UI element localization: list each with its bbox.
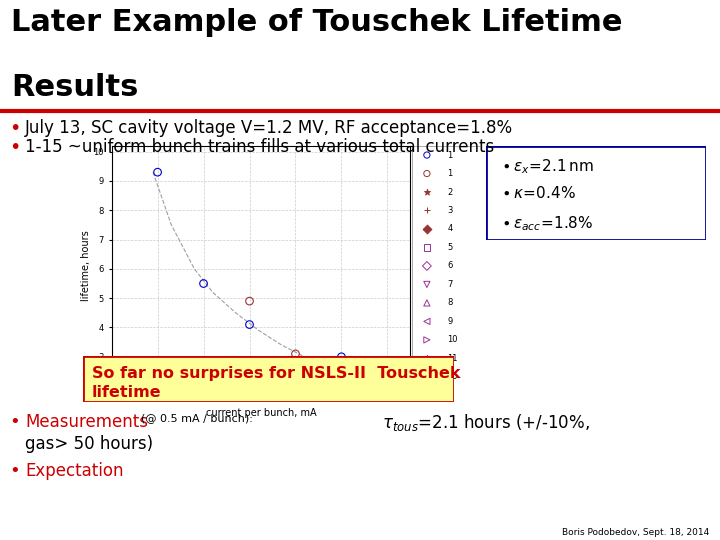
- Point: [421, 299, 433, 307]
- Text: gas> 50 hours): gas> 50 hours): [25, 435, 153, 453]
- Point: [421, 169, 433, 178]
- Text: •: •: [9, 138, 21, 157]
- Point: [345, 382, 356, 390]
- Point: [312, 367, 324, 376]
- Text: $\bullet\,\varepsilon_{acc}\!=\!1.8\%$: $\bullet\,\varepsilon_{acc}\!=\!1.8\%$: [501, 214, 594, 233]
- Point: [421, 354, 433, 363]
- Point: [421, 317, 433, 326]
- Point: [359, 383, 370, 392]
- Text: Measurements: Measurements: [25, 413, 148, 431]
- Point: [289, 349, 301, 358]
- Text: $\bullet\,\kappa\!=\!0.4\%$: $\bullet\,\kappa\!=\!0.4\%$: [501, 186, 576, 201]
- Text: July 13, SC cavity voltage V=1.2 MV, RF acceptance=1.8%: July 13, SC cavity voltage V=1.2 MV, RF …: [25, 119, 513, 137]
- Y-axis label: lifetime, hours: lifetime, hours: [81, 231, 91, 301]
- Text: Results: Results: [11, 73, 138, 102]
- Text: •: •: [9, 413, 20, 431]
- Point: [336, 377, 347, 386]
- Point: [244, 297, 256, 306]
- Text: (@ 0.5 mA / bunch):: (@ 0.5 mA / bunch):: [141, 413, 253, 423]
- Text: Expectation: Expectation: [25, 462, 124, 480]
- Text: So far no surprises for NSLS-II  Touschek: So far no surprises for NSLS-II Touschek: [92, 367, 461, 381]
- Point: [421, 373, 433, 381]
- Point: [312, 373, 324, 382]
- Text: 8: 8: [447, 299, 453, 307]
- Point: [336, 379, 347, 388]
- Point: [152, 168, 163, 177]
- Point: [364, 380, 375, 389]
- Text: lifetime: lifetime: [92, 385, 162, 400]
- Text: 1: 1: [447, 169, 453, 178]
- Point: [198, 279, 210, 288]
- Point: [359, 379, 370, 388]
- Point: [289, 366, 301, 374]
- Point: [289, 363, 301, 372]
- Point: [368, 382, 379, 390]
- Text: Boris Podobedov, Sept. 18, 2014: Boris Podobedov, Sept. 18, 2014: [562, 528, 709, 537]
- Text: 10: 10: [447, 335, 458, 345]
- Text: 9: 9: [447, 317, 453, 326]
- Point: [312, 369, 324, 377]
- Text: $\tau_{tous}$=2.1 hours (+/-10%,: $\tau_{tous}$=2.1 hours (+/-10%,: [382, 412, 590, 433]
- X-axis label: current per bunch, mA: current per bunch, mA: [206, 408, 316, 418]
- Point: [421, 280, 433, 289]
- Point: [421, 151, 433, 159]
- Text: •: •: [9, 119, 21, 138]
- Text: 4: 4: [447, 225, 453, 233]
- Text: 1: 1: [447, 151, 453, 159]
- Point: [336, 367, 347, 376]
- Text: 1-15 ~uniform bunch trains fills at various total currents: 1-15 ~uniform bunch trains fills at vari…: [25, 138, 495, 156]
- Point: [372, 383, 384, 392]
- Point: [421, 262, 433, 271]
- Point: [336, 374, 347, 383]
- Text: 2: 2: [447, 187, 453, 197]
- Point: [289, 361, 301, 370]
- Point: [312, 372, 324, 380]
- Text: Later Example of Touschek Lifetime: Later Example of Touschek Lifetime: [11, 8, 622, 37]
- Text: $\bullet\,\varepsilon_x\!=\!2.1\,\mathrm{nm}$: $\bullet\,\varepsilon_x\!=\!2.1\,\mathrm…: [501, 157, 594, 176]
- Point: [312, 370, 324, 379]
- Point: [382, 384, 393, 393]
- Point: [336, 373, 347, 382]
- Text: 7: 7: [447, 280, 453, 289]
- Text: 15: 15: [447, 373, 458, 381]
- Text: 5: 5: [447, 243, 453, 252]
- Point: [244, 320, 256, 329]
- Text: 6: 6: [447, 261, 453, 271]
- Point: [336, 353, 347, 361]
- Text: 3: 3: [447, 206, 453, 215]
- Text: 11: 11: [447, 354, 458, 363]
- Point: [421, 243, 433, 252]
- Point: [372, 382, 384, 390]
- Point: [359, 382, 370, 390]
- Text: •: •: [9, 462, 20, 480]
- Point: [421, 335, 433, 344]
- Point: [421, 225, 433, 233]
- Point: [421, 188, 433, 197]
- Point: [421, 206, 433, 215]
